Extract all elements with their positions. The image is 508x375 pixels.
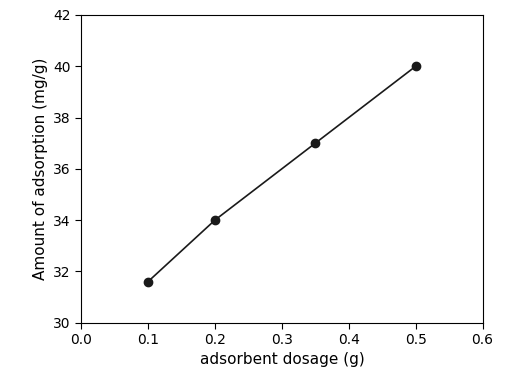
Y-axis label: Amount of adsorption (mg/g): Amount of adsorption (mg/g) <box>33 58 48 280</box>
X-axis label: adsorbent dosage (g): adsorbent dosage (g) <box>200 352 364 368</box>
